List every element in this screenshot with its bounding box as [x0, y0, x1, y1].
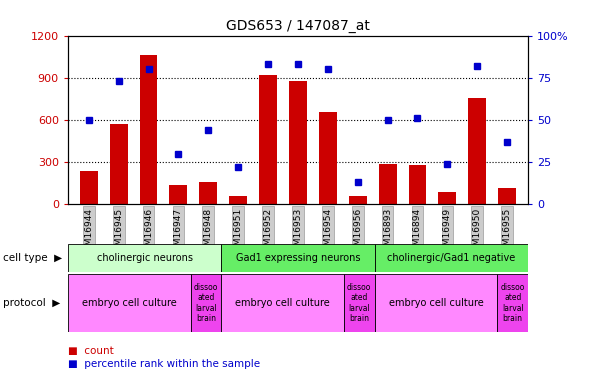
- Bar: [468, 98, 486, 204]
- Bar: [408, 165, 427, 204]
- Text: GSM16952: GSM16952: [264, 208, 273, 257]
- Bar: [349, 196, 366, 204]
- Text: ■  percentile rank within the sample: ■ percentile rank within the sample: [68, 359, 260, 369]
- Bar: [344, 274, 375, 332]
- Bar: [68, 244, 221, 272]
- Bar: [199, 182, 217, 204]
- Bar: [221, 244, 375, 272]
- Text: GSM16946: GSM16946: [144, 208, 153, 257]
- Bar: [498, 188, 516, 204]
- Text: cell type  ▶: cell type ▶: [3, 253, 62, 263]
- Text: Gad1 expressing neurons: Gad1 expressing neurons: [235, 253, 360, 263]
- Bar: [140, 56, 158, 204]
- Text: GSM16944: GSM16944: [84, 208, 93, 257]
- Bar: [221, 274, 344, 332]
- Text: cholinergic neurons: cholinergic neurons: [97, 253, 192, 263]
- Bar: [375, 244, 528, 272]
- Text: embryo cell culture: embryo cell culture: [389, 298, 483, 308]
- Text: GSM16948: GSM16948: [204, 208, 213, 257]
- Text: GSM16955: GSM16955: [503, 208, 512, 257]
- Text: GSM16894: GSM16894: [413, 208, 422, 257]
- Text: GSM16893: GSM16893: [383, 208, 392, 257]
- Text: GSM16945: GSM16945: [114, 208, 123, 257]
- Bar: [230, 196, 247, 204]
- Text: dissoo
ated
larval
brain: dissoo ated larval brain: [347, 283, 372, 323]
- Text: embryo cell culture: embryo cell culture: [235, 298, 330, 308]
- Bar: [110, 124, 127, 204]
- Bar: [319, 112, 337, 204]
- Text: GSM16953: GSM16953: [293, 208, 303, 257]
- Text: protocol  ▶: protocol ▶: [3, 298, 60, 308]
- Bar: [169, 185, 188, 204]
- Text: cholinergic/Gad1 negative: cholinergic/Gad1 negative: [387, 253, 516, 263]
- Text: GSM16947: GSM16947: [174, 208, 183, 257]
- Bar: [289, 81, 307, 204]
- Bar: [375, 274, 497, 332]
- Text: GSM16950: GSM16950: [473, 208, 482, 257]
- Text: GSM16951: GSM16951: [234, 208, 242, 257]
- Text: GSM16954: GSM16954: [323, 208, 332, 257]
- Bar: [191, 274, 221, 332]
- Title: GDS653 / 147087_at: GDS653 / 147087_at: [226, 19, 370, 33]
- Bar: [80, 171, 98, 204]
- Text: GSM16956: GSM16956: [353, 208, 362, 257]
- Bar: [497, 274, 528, 332]
- Bar: [379, 164, 396, 204]
- Text: dissoo
ated
larval
brain: dissoo ated larval brain: [500, 283, 525, 323]
- Text: GSM16949: GSM16949: [443, 208, 452, 257]
- Text: dissoo
ated
larval
brain: dissoo ated larval brain: [194, 283, 218, 323]
- Bar: [68, 274, 191, 332]
- Text: embryo cell culture: embryo cell culture: [82, 298, 176, 308]
- Text: ■  count: ■ count: [68, 346, 114, 355]
- Bar: [438, 192, 456, 204]
- Bar: [259, 75, 277, 204]
